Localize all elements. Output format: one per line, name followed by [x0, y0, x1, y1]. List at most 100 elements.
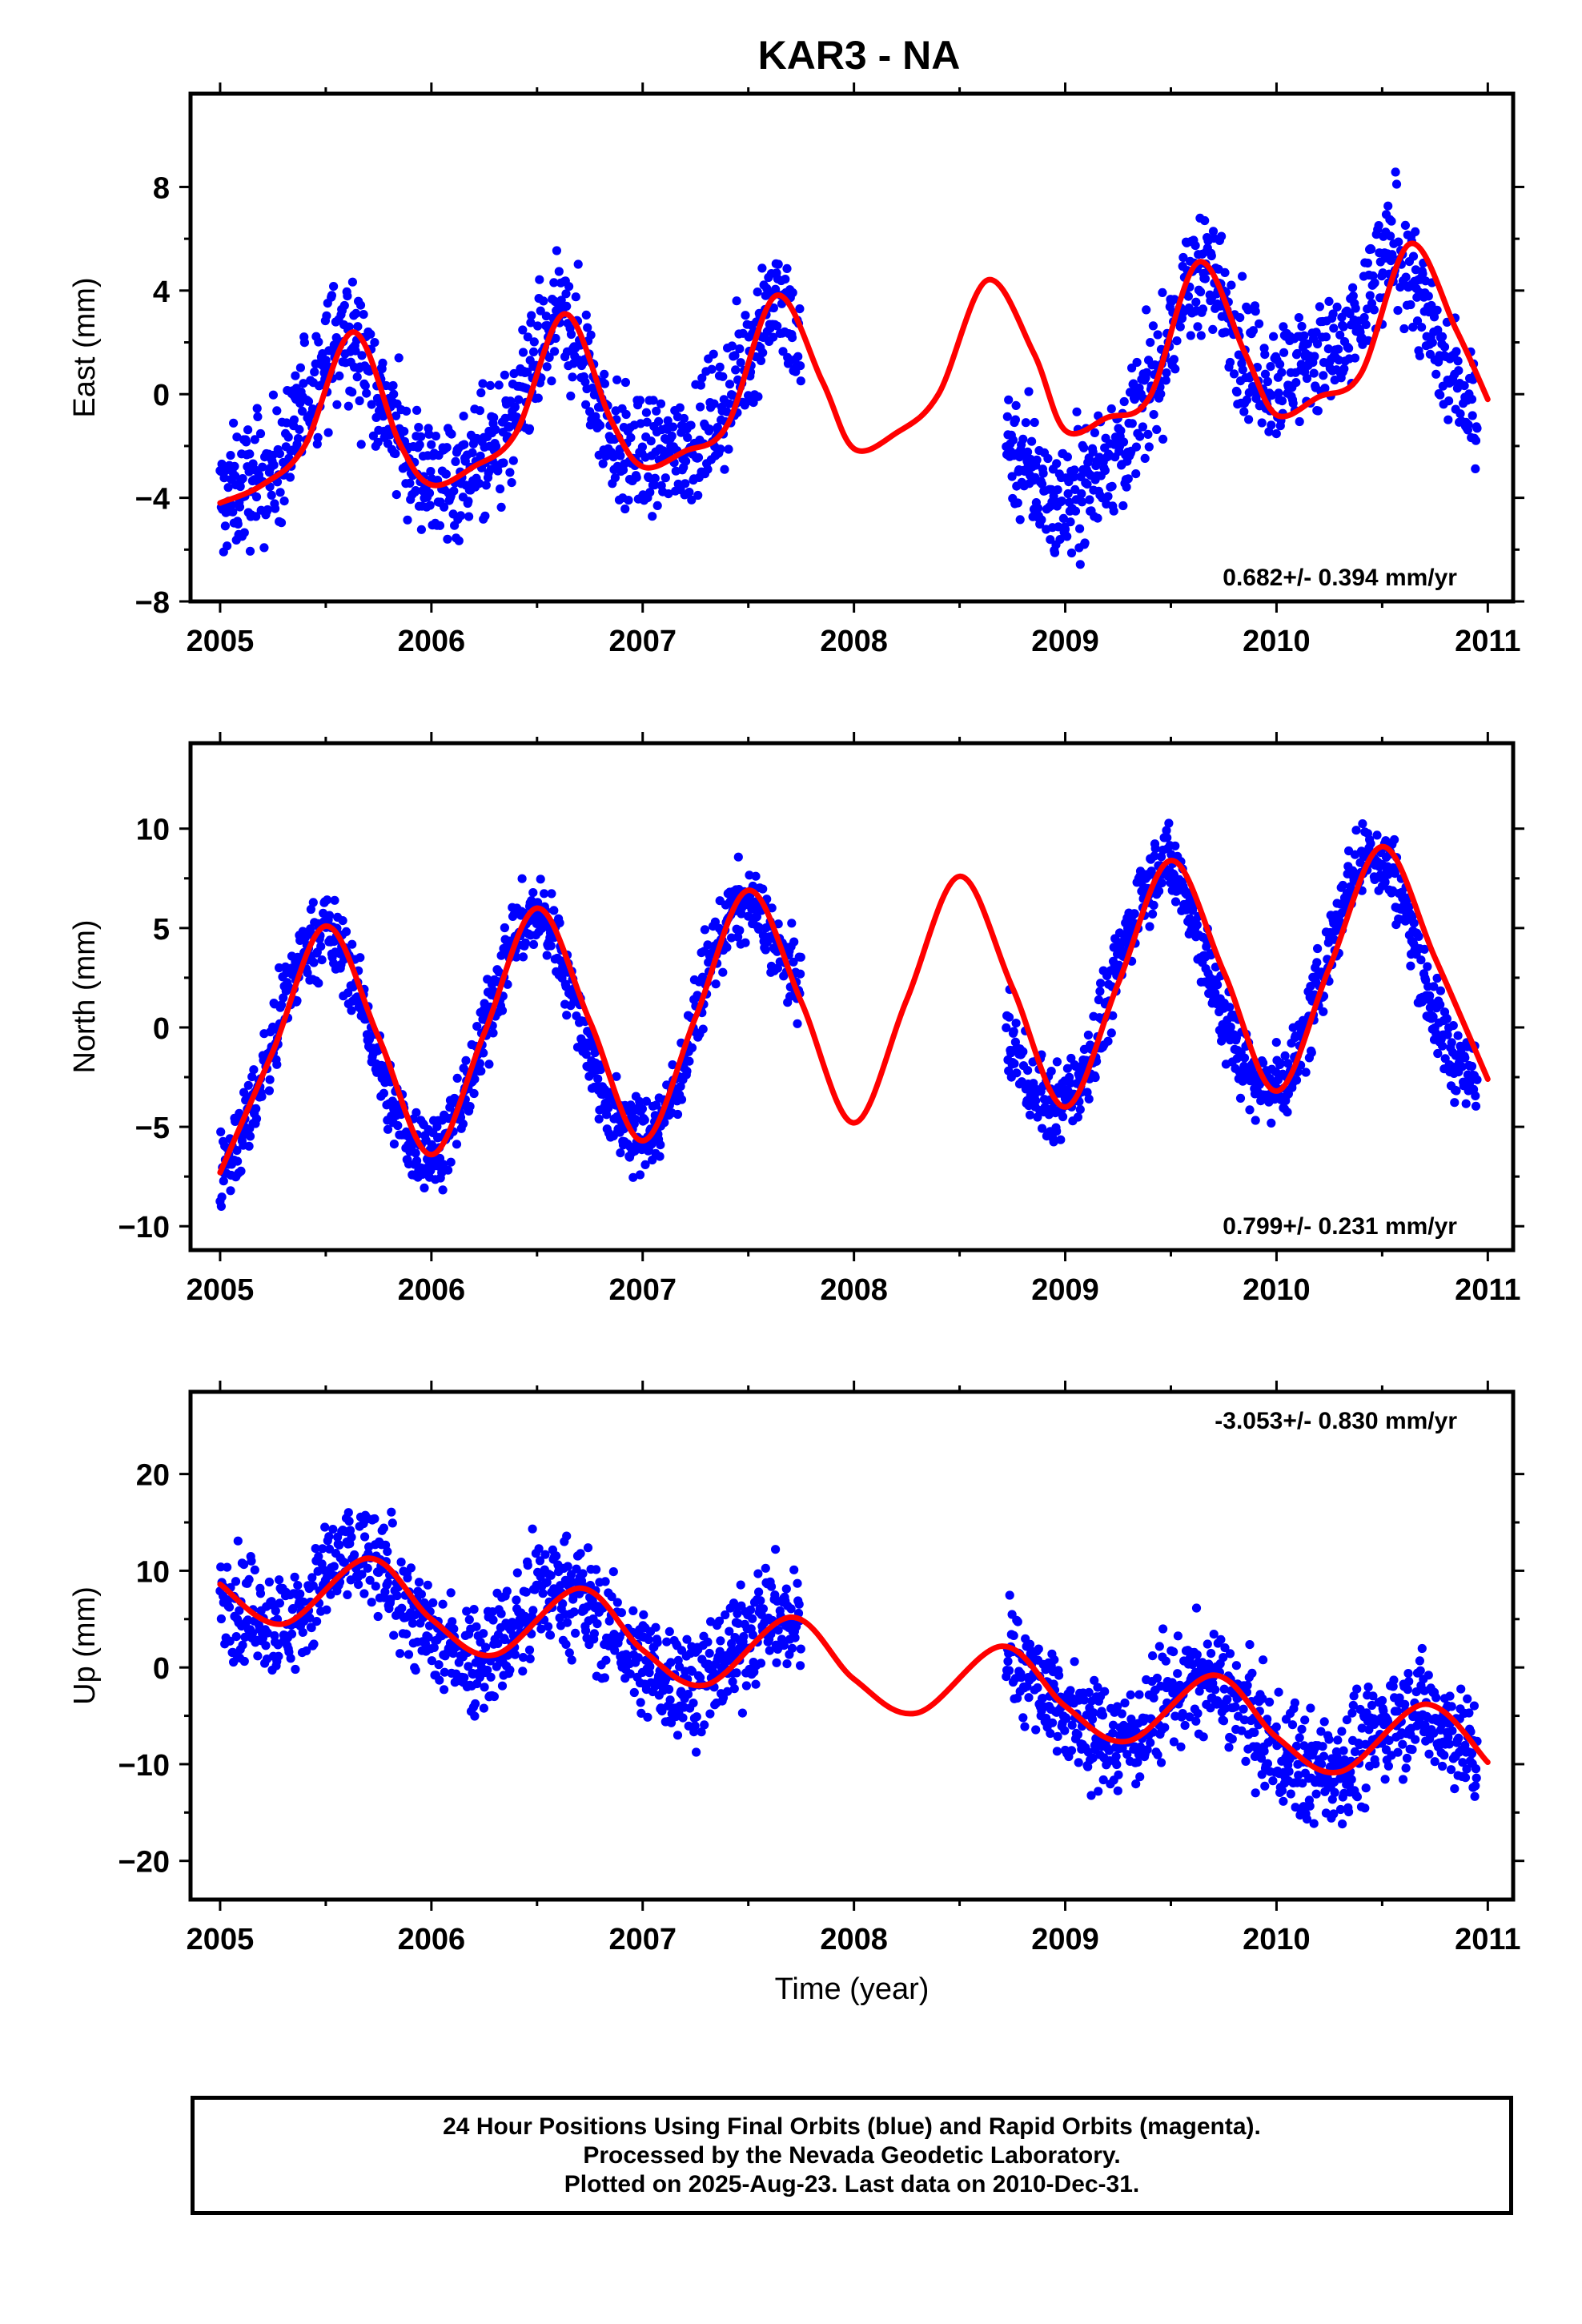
observation-point — [1319, 1751, 1329, 1761]
observation-point — [1260, 1781, 1270, 1791]
observation-point — [1259, 1058, 1268, 1068]
observation-point — [373, 437, 383, 447]
observation-point — [1411, 1735, 1420, 1744]
observation-point — [778, 347, 788, 356]
observation-point — [235, 502, 245, 512]
observation-point — [732, 1668, 741, 1678]
observation-point — [1225, 1003, 1235, 1012]
observation-point — [351, 346, 360, 356]
observation-point — [771, 284, 781, 294]
x-tick-label: 2010 — [1243, 625, 1311, 658]
observation-point — [1020, 1722, 1030, 1731]
observation-point — [405, 478, 415, 489]
observation-point — [1295, 1733, 1304, 1743]
observation-point — [396, 1649, 405, 1659]
observation-point — [673, 1731, 683, 1740]
observation-point — [1347, 1708, 1357, 1718]
observation-point — [1085, 495, 1094, 505]
observation-point — [1467, 395, 1477, 404]
observation-point — [496, 502, 506, 513]
observation-point — [470, 1711, 480, 1721]
observation-point — [1239, 407, 1249, 416]
observation-point — [637, 442, 648, 452]
observation-point — [1072, 407, 1082, 416]
observation-point — [1055, 535, 1065, 545]
observation-point — [318, 1544, 327, 1554]
observation-point — [1406, 300, 1415, 310]
observation-point — [656, 1140, 665, 1150]
observation-point — [1333, 1735, 1343, 1745]
observation-point — [486, 1672, 496, 1682]
observation-point — [735, 344, 745, 354]
observation-point — [1389, 1675, 1399, 1685]
observation-point — [1380, 1775, 1390, 1784]
observation-point — [492, 441, 501, 451]
y-tick-label: 8 — [153, 171, 170, 205]
observation-point — [1060, 525, 1070, 534]
observation-point — [446, 1157, 456, 1167]
observation-point — [263, 505, 272, 515]
observation-point — [741, 311, 750, 320]
observation-point — [272, 1059, 282, 1069]
observation-point — [478, 379, 488, 388]
observation-point — [1116, 426, 1126, 436]
observation-point — [1148, 909, 1158, 919]
observation-point — [561, 1639, 571, 1649]
observation-point — [664, 489, 673, 499]
observation-point — [247, 1628, 257, 1638]
observation-point — [562, 1531, 572, 1541]
observation-point — [357, 351, 367, 360]
observation-point — [264, 1086, 274, 1096]
observation-point — [1319, 1007, 1328, 1016]
observation-point — [1083, 1762, 1093, 1771]
observation-point — [646, 436, 656, 446]
observation-point — [508, 1630, 518, 1640]
observation-point — [1260, 350, 1270, 360]
observation-point — [1033, 1683, 1042, 1693]
observation-point — [1368, 1691, 1378, 1701]
observation-point — [601, 1655, 611, 1665]
observation-point — [1327, 1795, 1337, 1804]
observation-point — [533, 898, 543, 907]
observation-point — [652, 406, 661, 416]
observation-point — [751, 871, 761, 881]
observation-point — [705, 1648, 714, 1659]
observation-point — [1106, 1028, 1116, 1038]
observation-point — [610, 1646, 620, 1655]
observation-point — [1192, 920, 1202, 930]
observation-point — [1195, 1687, 1204, 1696]
observation-point — [1030, 417, 1039, 428]
observation-point — [500, 1634, 510, 1645]
observation-point — [352, 372, 362, 382]
observation-point — [656, 399, 666, 408]
y-axis-label: East (mm) — [68, 277, 102, 417]
observation-point — [716, 444, 725, 454]
observation-point — [1079, 443, 1089, 452]
observation-point — [795, 304, 805, 314]
velocity-rate-label: 0.799+/- 0.231 mm/yr — [1223, 1213, 1457, 1240]
observation-point — [1054, 522, 1063, 532]
observation-point — [1335, 1804, 1346, 1815]
observation-point — [468, 448, 477, 458]
observation-point — [1090, 1072, 1100, 1083]
observation-point — [665, 1684, 674, 1695]
observation-point — [464, 1614, 474, 1625]
observation-point — [1148, 1651, 1158, 1661]
observation-point — [1100, 465, 1110, 476]
observation-point — [525, 1654, 535, 1663]
observation-point — [1178, 252, 1188, 263]
observation-point — [219, 1176, 228, 1186]
observation-point — [796, 361, 805, 371]
observation-point — [353, 322, 363, 332]
observation-point — [1193, 322, 1203, 332]
observation-point — [414, 423, 424, 432]
observation-point — [636, 1708, 646, 1718]
observation-point — [528, 347, 539, 356]
observation-point — [1279, 1796, 1288, 1806]
observation-point — [1370, 278, 1379, 287]
observation-point — [551, 333, 560, 344]
observation-point — [251, 1114, 262, 1124]
observation-point — [724, 444, 733, 454]
observation-point — [1049, 1137, 1058, 1147]
observation-point — [635, 396, 645, 405]
